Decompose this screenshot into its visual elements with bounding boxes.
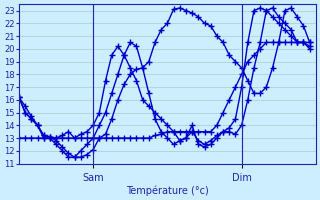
X-axis label: Température (°c): Température (°c) bbox=[126, 185, 209, 196]
